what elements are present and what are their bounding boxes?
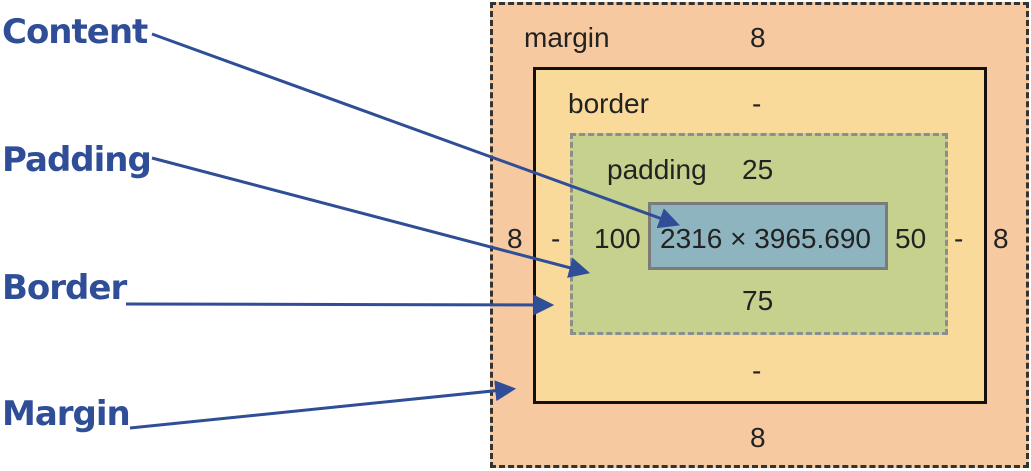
- margin-top-value: 8: [750, 22, 766, 53]
- padding-left-value: 100: [594, 223, 641, 254]
- content-arrow: [151, 32, 680, 229]
- margin-arrow: [129, 380, 517, 430]
- border-top-value: -: [752, 88, 762, 119]
- content-size-value: 2316 × 3965.690: [660, 223, 871, 254]
- margin-right-value: 8: [993, 223, 1009, 254]
- padding-label: padding: [607, 154, 707, 185]
- padding-callout: Padding: [2, 140, 152, 180]
- padding-right-value: 50: [895, 223, 927, 254]
- margin-label: margin: [524, 22, 610, 53]
- padding-top-value: 25: [742, 154, 774, 185]
- border-right-value: -: [954, 223, 964, 254]
- border-label: border: [568, 88, 649, 119]
- margin-callout: Margin: [2, 394, 131, 434]
- border-bottom-value: -: [752, 355, 762, 386]
- border-callout: Border: [2, 268, 127, 308]
- border-left-value: -: [551, 223, 561, 254]
- margin-bottom-value: 8: [750, 422, 766, 453]
- content-callout: Content: [2, 12, 148, 52]
- content-box: [648, 202, 888, 270]
- padding-bottom-value: 75: [742, 285, 774, 316]
- padding-arrow: [151, 156, 591, 278]
- margin-left-value: 8: [507, 223, 523, 254]
- border-arrow: [125, 294, 555, 316]
